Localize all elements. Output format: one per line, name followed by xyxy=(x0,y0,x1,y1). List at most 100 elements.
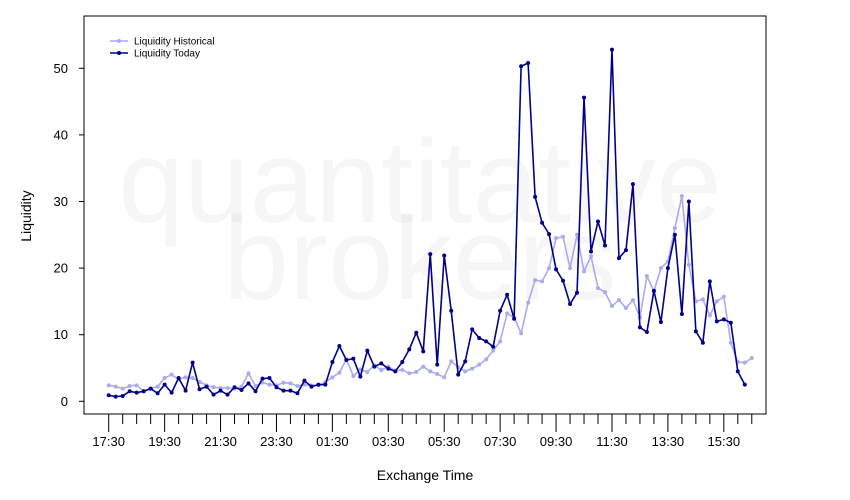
x-tick-label: 03:30 xyxy=(372,434,405,449)
data-point xyxy=(498,339,503,344)
data-point xyxy=(428,252,433,257)
legend-historical-label: Liquidity Historical xyxy=(134,37,215,48)
data-point xyxy=(204,384,209,389)
data-point xyxy=(561,234,566,239)
data-point xyxy=(686,262,691,267)
x-tick-label: 17:30 xyxy=(92,434,125,449)
data-point xyxy=(477,336,482,341)
x-tick-label: 01:30 xyxy=(316,434,349,449)
data-point xyxy=(742,360,747,365)
data-point xyxy=(218,388,223,393)
data-point xyxy=(547,232,552,237)
data-point xyxy=(616,256,621,261)
data-point xyxy=(602,243,607,248)
data-point xyxy=(568,266,573,271)
data-point xyxy=(386,366,391,371)
data-point xyxy=(225,385,230,390)
legend: Liquidity Historical Liquidity Today xyxy=(110,37,215,60)
data-point xyxy=(120,393,125,398)
x-tick-label: 19:30 xyxy=(148,434,181,449)
data-point xyxy=(414,330,419,335)
data-point xyxy=(407,371,412,376)
x-tick-label: 07:30 xyxy=(484,434,517,449)
data-point xyxy=(568,302,573,307)
data-point xyxy=(700,297,705,302)
data-point xyxy=(260,376,265,381)
data-point xyxy=(582,269,587,274)
data-point xyxy=(435,362,440,367)
data-point xyxy=(463,369,468,374)
data-point xyxy=(281,388,286,393)
data-point xyxy=(742,382,747,387)
data-point xyxy=(644,330,649,335)
plot-frame xyxy=(83,15,767,415)
data-point xyxy=(358,374,363,379)
data-point xyxy=(728,340,733,345)
data-point xyxy=(449,308,454,313)
data-point xyxy=(596,286,600,291)
data-point xyxy=(288,381,293,386)
data-point xyxy=(596,219,600,224)
data-point xyxy=(288,388,293,393)
data-point xyxy=(316,382,321,387)
data-point xyxy=(449,359,454,364)
data-point xyxy=(651,288,656,293)
data-point xyxy=(637,325,642,330)
data-point xyxy=(728,320,733,325)
x-axis-title: Exchange Time xyxy=(377,467,474,483)
data-point xyxy=(246,371,251,376)
y-tick-label: 30 xyxy=(54,194,68,209)
data-point xyxy=(106,383,111,388)
data-point xyxy=(197,387,202,392)
data-point xyxy=(630,182,635,187)
data-point xyxy=(665,266,670,271)
data-point xyxy=(686,199,691,204)
data-point xyxy=(533,194,538,199)
data-point xyxy=(330,360,335,365)
data-point xyxy=(672,232,677,237)
data-point xyxy=(365,348,370,353)
data-point xyxy=(330,375,335,380)
data-point xyxy=(707,279,712,284)
data-point xyxy=(554,236,559,241)
data-point xyxy=(505,292,510,297)
data-point xyxy=(169,390,174,395)
data-point xyxy=(658,266,663,271)
legend-today-marker xyxy=(117,51,121,55)
data-point xyxy=(351,356,356,361)
data-point xyxy=(379,368,384,372)
data-point xyxy=(721,294,726,299)
data-point xyxy=(246,381,251,386)
data-point xyxy=(337,344,342,349)
data-point xyxy=(211,392,216,397)
data-point xyxy=(190,375,195,380)
data-point xyxy=(225,392,230,397)
data-point xyxy=(582,95,587,100)
data-point xyxy=(253,389,258,394)
x-tick-label: 11:30 xyxy=(596,434,628,449)
y-axis-title: Liquidity xyxy=(18,190,34,241)
data-point xyxy=(393,369,398,374)
data-point xyxy=(274,385,279,390)
data-point xyxy=(162,382,167,387)
data-point xyxy=(281,380,286,385)
data-point xyxy=(484,357,489,362)
data-point xyxy=(498,308,503,313)
data-point xyxy=(491,344,496,349)
data-point xyxy=(477,362,482,367)
x-axis: 17:30 19:30 21:30 23:30 01:30 03:30 05:30 07:30… xyxy=(92,414,753,449)
data-point xyxy=(547,266,552,271)
x-tick-label: 23:30 xyxy=(260,434,293,449)
data-point xyxy=(526,300,531,305)
data-point xyxy=(714,299,719,304)
data-point xyxy=(155,391,160,396)
data-point xyxy=(239,384,244,389)
y-tick-label: 40 xyxy=(54,127,68,142)
watermark-line-2: brokers xyxy=(223,193,616,325)
data-point xyxy=(190,360,195,365)
data-point xyxy=(183,375,188,380)
data-point xyxy=(575,232,580,237)
data-point xyxy=(679,312,684,317)
data-point xyxy=(456,372,461,377)
